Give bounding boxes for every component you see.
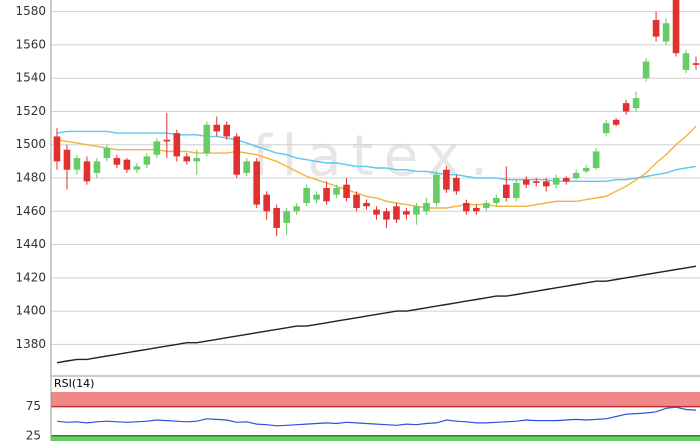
y-tick-label: 1460 — [15, 204, 46, 218]
candle-body — [103, 148, 111, 159]
overbought-band — [51, 392, 700, 407]
candle-body — [273, 207, 280, 228]
candle-body — [393, 206, 400, 220]
oversold-band — [51, 435, 700, 441]
candle-body — [173, 133, 181, 157]
y-tick-label: 1560 — [15, 37, 46, 51]
candle-body — [153, 141, 161, 155]
candle-body — [353, 194, 360, 208]
candle-body — [622, 103, 630, 112]
candle-body — [582, 168, 590, 172]
candle-body — [562, 178, 570, 182]
candle-body — [443, 169, 450, 190]
moving-average — [56, 265, 697, 364]
candle-body — [572, 173, 580, 179]
candle-body — [263, 194, 270, 212]
y-tick-label: 1420 — [15, 270, 46, 284]
y-tick-label: 1580 — [15, 4, 46, 18]
candle-body — [383, 211, 390, 220]
candle-body — [53, 136, 61, 162]
candle-body — [283, 211, 290, 223]
candle-body — [542, 181, 550, 187]
candle-body — [93, 161, 101, 174]
candle-body — [313, 194, 320, 200]
candle-body — [552, 178, 560, 185]
rsi-label: RSI(14) — [54, 377, 94, 390]
y-tick-label: 1440 — [15, 237, 46, 251]
candle-body — [343, 184, 350, 198]
candle-body — [532, 181, 540, 184]
watermark: flatex. — [252, 124, 498, 189]
candle-body — [233, 136, 241, 175]
candle-body — [213, 124, 221, 132]
candle-body — [463, 202, 470, 212]
moving-average — [56, 130, 697, 182]
candle-body — [133, 166, 141, 170]
candle-body — [423, 202, 430, 212]
candle-body — [143, 156, 151, 165]
candle-body — [512, 183, 520, 198]
candle-body — [323, 188, 330, 202]
candle-body — [682, 53, 690, 70]
candle-body — [123, 159, 131, 170]
candle-body — [363, 202, 370, 207]
candle-body — [483, 202, 490, 208]
rsi-panel — [51, 392, 700, 441]
y-tick-label: 1380 — [15, 337, 46, 351]
candle-body — [243, 161, 250, 174]
candle-body — [632, 98, 640, 109]
candle-body — [193, 158, 201, 162]
candle-body — [592, 151, 600, 169]
moving-average — [56, 125, 697, 209]
candle-body — [652, 19, 660, 37]
candle-body — [413, 206, 420, 215]
candle-body — [303, 188, 310, 203]
candle-body — [333, 188, 340, 195]
candle-body — [493, 197, 500, 203]
candle-body — [433, 174, 440, 203]
candle-body — [602, 123, 610, 134]
y-tick-label: 1520 — [15, 104, 46, 118]
candle-body — [522, 179, 530, 185]
y-tick-label: 1540 — [15, 71, 46, 85]
candle-body — [223, 124, 231, 137]
y-tick-label: 1400 — [15, 304, 46, 318]
candle-body — [642, 61, 650, 79]
candle-body — [63, 149, 71, 170]
candle-body — [373, 209, 380, 215]
candle-body — [612, 119, 620, 125]
candle-body — [113, 158, 121, 165]
rsi-line — [56, 406, 697, 427]
candle-body — [662, 23, 670, 42]
candle-body — [163, 139, 171, 142]
candle-body — [453, 178, 460, 192]
y-tick-label: 1480 — [15, 171, 46, 185]
candle-body — [692, 63, 700, 65]
y-tick-label: 1500 — [15, 137, 46, 151]
candle-body — [403, 211, 410, 215]
candle-body — [503, 184, 510, 198]
candle-body — [83, 161, 91, 182]
candle-body — [203, 124, 211, 154]
candle-body — [293, 206, 300, 212]
candle-body — [73, 158, 81, 170]
candle-body — [473, 207, 480, 212]
rsi-tick-label: 75 — [26, 399, 41, 413]
rsi-tick-label: 25 — [26, 428, 41, 441]
candle-body — [183, 156, 191, 162]
candle-body — [253, 161, 260, 205]
candle-body — [672, 0, 680, 54]
main-plot — [51, 0, 700, 364]
